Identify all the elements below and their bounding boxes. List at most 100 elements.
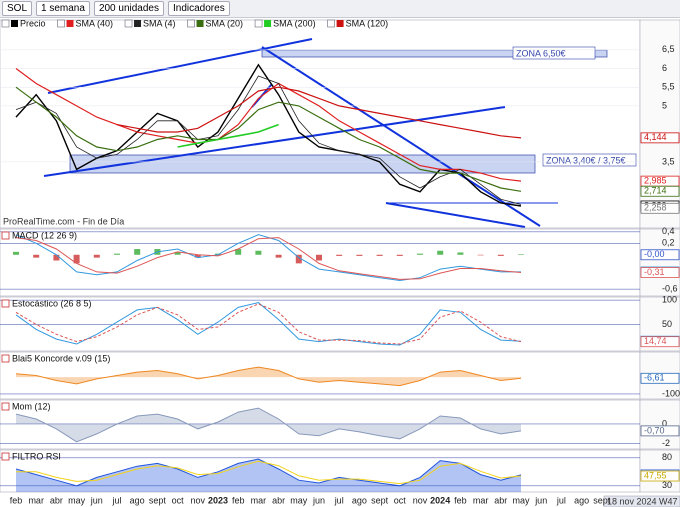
- legend-swatch: [66, 20, 74, 27]
- indicator-line: [16, 460, 522, 485]
- symbol-select[interactable]: SOL: [2, 1, 33, 16]
- background: [0, 18, 680, 507]
- histogram-bar: [134, 249, 141, 255]
- indicator-line: [15, 303, 522, 345]
- units-select[interactable]: 200 unidades: [93, 1, 164, 16]
- indicator-line: [15, 458, 522, 487]
- series-line: [15, 86, 522, 192]
- legend-checkbox: [327, 19, 335, 28]
- value-tag-label: 47,55: [644, 470, 667, 480]
- axis-bg: [639, 399, 680, 450]
- period-select[interactable]: 1 semana: [36, 1, 90, 16]
- value-tag-label: -0,70: [644, 425, 665, 435]
- legend-swatch: [11, 20, 18, 27]
- panel-icon: [1, 354, 10, 363]
- legend-label: SMA (120): [346, 18, 389, 28]
- value-tag-label: 4,144: [644, 132, 667, 142]
- legend-checkbox: [57, 19, 65, 28]
- value-tag-label: 14,74: [644, 336, 667, 346]
- histogram-bar: [457, 252, 464, 255]
- histogram-bar: [477, 254, 484, 256]
- x-tick-label: ago: [574, 495, 589, 505]
- legend-swatch: [264, 20, 272, 27]
- value-tag: [640, 202, 680, 214]
- toolbar: SOL 1 semana 200 unidades Indicadores: [0, 0, 680, 18]
- y-tick-label: 5: [662, 100, 667, 110]
- y-tick-label: 3,5: [662, 156, 675, 166]
- y-tick-label: 6: [662, 63, 667, 73]
- x-tick-label: jul: [334, 495, 344, 505]
- x-tick-label: may: [290, 495, 308, 505]
- series-line: [15, 75, 522, 205]
- x-tick-label: 2024: [430, 495, 450, 505]
- y-tick-label: 0,2: [662, 238, 675, 248]
- y-tick-label: 50: [662, 319, 672, 329]
- x-tick-label: oct: [394, 495, 407, 505]
- value-tag-label: 2,714: [644, 186, 667, 196]
- x-tick-label: jun: [312, 495, 325, 505]
- source-label: ProRealTime.com - Fin de Día: [3, 216, 124, 226]
- indicator-line: [15, 366, 522, 387]
- indicator-line: [15, 237, 522, 280]
- legend-swatch: [336, 20, 344, 27]
- histogram-bar: [53, 254, 60, 261]
- area: [16, 459, 521, 492]
- legend-checkbox: [124, 19, 133, 28]
- trendline: [385, 202, 526, 228]
- trendline: [43, 106, 506, 177]
- x-tick-label: may: [512, 495, 530, 505]
- value-tag: [640, 185, 680, 197]
- histogram-bar: [295, 254, 302, 264]
- histogram-bar: [13, 251, 19, 255]
- indicators-button[interactable]: Indicadores: [168, 1, 230, 16]
- histogram-bar: [376, 254, 383, 256]
- x-tick-label: sept: [593, 495, 611, 505]
- panel-title: FILTRO RSI: [12, 451, 61, 461]
- histogram-bar: [194, 254, 201, 258]
- histogram-bar: [235, 249, 242, 255]
- panel-icon: [1, 402, 10, 411]
- panel-icon: [1, 231, 10, 240]
- histogram-bar: [316, 254, 322, 261]
- x-tick-label: mar: [251, 495, 267, 505]
- legend-swatch: [134, 20, 142, 27]
- histogram-bar: [437, 250, 444, 255]
- histogram-bar: [497, 254, 504, 256]
- zone-label-box: [542, 153, 637, 167]
- indicator-line: [15, 234, 521, 282]
- legend-label: SMA (4): [143, 18, 176, 28]
- value-tag: [640, 372, 680, 384]
- series-line: [116, 86, 522, 139]
- histogram-bar: [33, 254, 40, 258]
- x-tick-label: oct: [172, 495, 185, 505]
- legend-label: SMA (40): [76, 18, 114, 28]
- x-tick-label: feb: [454, 495, 467, 505]
- legend-label: Precio: [20, 18, 46, 28]
- zone-label: ZONA 6,50€: [516, 48, 566, 58]
- y-tick-label: 5,5: [662, 82, 675, 92]
- histogram-bar: [174, 251, 181, 255]
- x-tick-label: ago: [352, 495, 367, 505]
- x-tick-label: abr: [494, 495, 507, 505]
- y-tick-label: 100: [662, 294, 677, 304]
- histogram-bar: [114, 253, 120, 255]
- x-tick-label: jun: [90, 495, 103, 505]
- value-tag: [640, 336, 680, 348]
- value-tag-label: -0,00: [644, 249, 665, 259]
- value-tag: [640, 267, 680, 278]
- y-tick-label: -100: [662, 388, 680, 398]
- axis-bg: [639, 228, 680, 297]
- histogram-bar: [336, 254, 343, 256]
- panel-title: MACD (12 26 9): [12, 230, 77, 240]
- y-tick-label: 6,5: [662, 44, 675, 54]
- y-tick-label: 80: [662, 452, 672, 462]
- value-tag-label: -6,61: [644, 373, 665, 383]
- histogram-bar: [356, 254, 363, 256]
- x-tick-label: jun: [534, 495, 547, 505]
- histogram-bar: [518, 254, 524, 255]
- panel-title: Estocástico (26 8 5): [12, 298, 92, 308]
- x-tick-label: jul: [111, 495, 121, 505]
- x-tick-label: nov: [413, 495, 428, 505]
- x-tick-label: mar: [473, 495, 489, 505]
- area: [16, 408, 521, 442]
